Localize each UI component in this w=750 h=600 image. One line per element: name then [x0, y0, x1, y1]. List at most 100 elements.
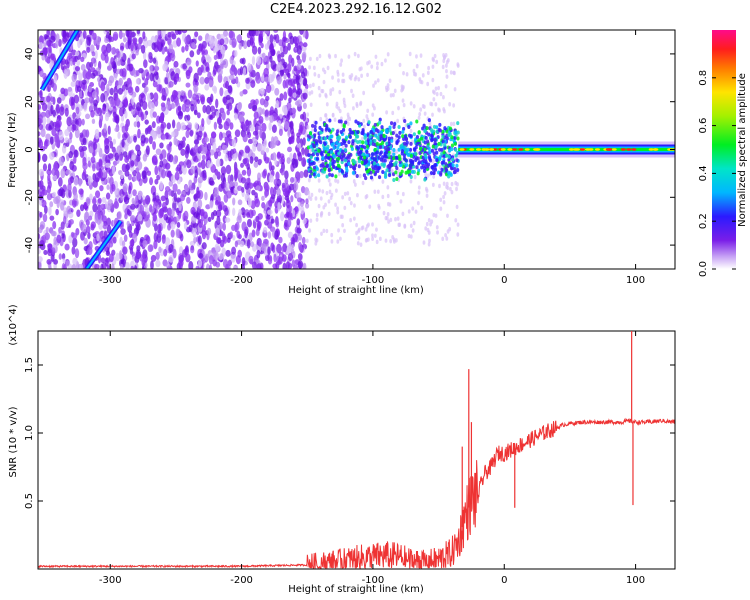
- x-tick-label: 100: [626, 575, 645, 586]
- spectrogram-cell: [382, 163, 386, 168]
- spectrogram-cell: [393, 122, 397, 127]
- spectrogram-cell: [161, 234, 166, 244]
- spectrogram-cell: [128, 102, 132, 112]
- spectrogram-cell: [338, 108, 342, 114]
- spectrogram-cell: [81, 118, 85, 126]
- spectrogram-cell: [297, 253, 303, 261]
- spectrogram-cell: [120, 194, 124, 201]
- spectrogram-cell: [272, 186, 277, 197]
- spectrogram-cell: [96, 233, 100, 242]
- spectrogram-cell: [204, 77, 210, 84]
- spectrogram-cell: [261, 122, 267, 132]
- spectrogram-cell: [443, 142, 447, 147]
- spectrogram-cell: [175, 197, 182, 203]
- spectrogram-cell: [124, 213, 128, 220]
- spectrogram-cell: [238, 208, 242, 216]
- spectrogram-cell: [42, 72, 47, 80]
- spectrogram-cell: [161, 46, 166, 55]
- spectrogram-cell: [105, 30, 111, 33]
- spectrogram-cell: [159, 153, 164, 161]
- spectrogram-cell: [363, 145, 367, 150]
- spectrogram-cell: [142, 31, 146, 40]
- spectrogram-cell: [273, 253, 277, 263]
- spectrogram-cell: [269, 114, 274, 123]
- spectrogram-cell: [263, 67, 269, 78]
- spectrogram-cell: [287, 130, 291, 138]
- spectrogram-cell: [302, 262, 307, 269]
- spectrogram-cell: [431, 159, 435, 164]
- spectrogram-cell: [171, 131, 176, 138]
- spectrogram-cell: [351, 158, 356, 163]
- spectrogram-cell: [128, 63, 134, 72]
- spectrogram-cell: [296, 174, 301, 184]
- spectrogram-cell: [423, 147, 427, 152]
- spectrogram-cell: [115, 252, 120, 262]
- spectrogram-cell: [387, 142, 391, 147]
- spectrogram-cell: [432, 97, 436, 102]
- spectrogram-cell: [344, 143, 348, 148]
- spectrogram-cell: [396, 190, 400, 196]
- spectrogram-cell: [312, 165, 317, 170]
- spectrogram-cell: [278, 236, 283, 244]
- spectrogram-cell: [205, 204, 211, 210]
- spectrogram-cell: [154, 98, 159, 107]
- spectrogram-cell: [173, 76, 177, 83]
- spectrogram-cell: [64, 107, 69, 117]
- spectrogram-cell: [81, 223, 87, 233]
- spectrogram-cell: [387, 173, 392, 178]
- colorbar: 0.00.20.40.60.8 Normalized spectral ampl…: [698, 30, 748, 277]
- spectrogram-cell: [91, 118, 96, 124]
- spectrogram-cell: [407, 209, 411, 214]
- spectrogram-cell: [246, 218, 252, 228]
- spectrogram-cell: [61, 262, 66, 269]
- spectrogram-cell: [366, 72, 369, 78]
- spectrogram-cell: [170, 229, 175, 238]
- spectrogram-cell: [436, 135, 440, 140]
- spectrogram-cell: [53, 162, 59, 172]
- spectrogram-cell: [164, 76, 169, 85]
- spectrogram-cell: [455, 186, 458, 192]
- spectrogram-cell: [418, 160, 422, 165]
- spectrogram-cell: [69, 131, 73, 140]
- spectrogram-cell: [86, 36, 91, 46]
- spectrogram-cell: [422, 159, 426, 164]
- spectrogram-cell: [157, 30, 161, 36]
- spectrogram-cell: [384, 238, 388, 243]
- spectrogram-y-label: Frequency (Hz): [7, 112, 18, 188]
- spectrogram-cell: [373, 122, 377, 127]
- spectrogram-cell: [287, 72, 291, 79]
- spectrogram-cell: [357, 164, 361, 169]
- spectrogram-cell: [299, 30, 304, 35]
- spectrogram-cell: [449, 121, 453, 127]
- spectrogram-cell: [412, 104, 416, 109]
- spectrogram-cell: [54, 120, 61, 129]
- spectrogram-cell: [136, 149, 142, 157]
- spectrogram-cell: [39, 211, 43, 218]
- spectrogram-cell: [344, 120, 348, 125]
- spectrogram-cell: [302, 92, 308, 100]
- spectrogram-cell: [295, 147, 300, 153]
- spectrogram-cell: [443, 109, 446, 114]
- spectrogram-cell: [364, 194, 368, 200]
- spectrogram-cell: [312, 138, 316, 143]
- spectrogram-cell: [424, 226, 428, 231]
- spectrogram-cell: [339, 62, 343, 67]
- spectrogram-cell: [366, 137, 370, 142]
- spectrogram-cell: [368, 204, 372, 209]
- spectrogram-cell: [121, 125, 126, 134]
- snr-y-label: SNR (10 * v/v): [8, 406, 19, 477]
- spectrogram-cell: [97, 197, 102, 204]
- spectrogram-cell: [269, 186, 274, 196]
- spectrogram-cell: [412, 220, 416, 226]
- carrier-peak: [568, 148, 574, 151]
- spectrogram-cell: [155, 251, 160, 261]
- spectrogram-cell: [289, 35, 295, 45]
- spectrogram-cell: [146, 170, 152, 176]
- spectrogram-cell: [149, 64, 153, 75]
- spectrogram-cell: [147, 93, 151, 102]
- spectrogram-cell: [213, 121, 218, 130]
- spectrogram-cell: [67, 86, 73, 92]
- spectrogram-cell: [422, 123, 426, 128]
- spectrogram-cell: [395, 133, 399, 138]
- spectrogram-cell: [260, 143, 266, 151]
